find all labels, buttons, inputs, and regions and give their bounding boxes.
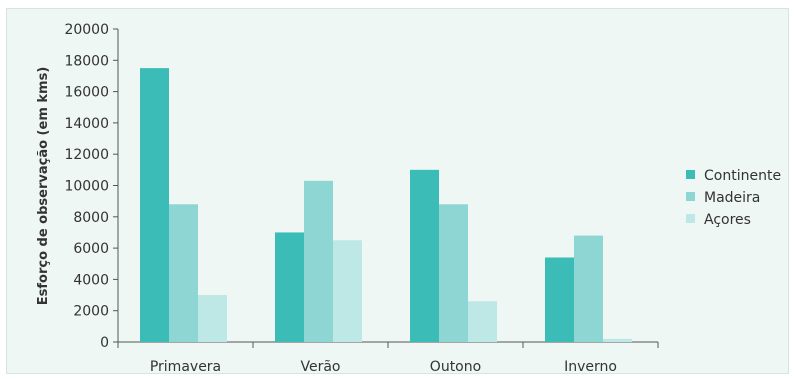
bar-madeira-primavera: [169, 204, 198, 342]
y-tick-label: 10000: [64, 179, 109, 195]
y-tick-label: 20000: [64, 22, 109, 38]
legend-label: Açores: [704, 212, 751, 228]
bar-a-ores-inverno: [603, 338, 632, 342]
legend-label: Madeira: [704, 190, 760, 206]
legend-swatch: [686, 192, 695, 201]
legend-swatch: [686, 170, 695, 179]
bar-a-ores-outono: [468, 301, 497, 342]
bar-a-ores-ver-o: [333, 240, 362, 342]
x-tick-label: Outono: [430, 359, 481, 375]
bar-continente-ver-o: [275, 232, 304, 342]
y-tick-label: 4000: [73, 272, 109, 288]
y-axis-title: Esforço de observação (em kms): [36, 67, 51, 306]
x-tick-label: Inverno: [564, 359, 617, 375]
x-tick-label: Verão: [300, 359, 340, 375]
x-axis: Primavera Verão Outono Inverno: [117, 341, 659, 375]
y-tick-label: 12000: [64, 147, 109, 163]
bar-continente-primavera: [140, 68, 169, 342]
bar-continente-inverno: [545, 257, 574, 342]
bar-madeira-outono: [439, 204, 468, 342]
legend-label: Continente: [704, 168, 781, 184]
x-tick-label: Primavera: [150, 359, 221, 375]
bar-madeira-ver-o: [304, 180, 333, 342]
bar-a-ores-primavera: [198, 295, 227, 342]
y-tick-label: 14000: [64, 116, 109, 132]
y-tick-label: 0: [100, 335, 109, 351]
y-tick-label: 6000: [73, 241, 109, 257]
chart-background: [6, 8, 789, 374]
bar-continente-outono: [410, 169, 439, 342]
bar-madeira-inverno: [574, 235, 603, 342]
y-tick-label: 18000: [64, 53, 109, 69]
legend-swatch: [686, 214, 695, 223]
legend: Continente Madeira Açores: [686, 168, 781, 228]
bars: [140, 68, 632, 342]
y-axis: 0 2000 4000 6000 8000 10000 12000 14000 16000 180…: [64, 22, 119, 351]
y-tick-label: 8000: [73, 210, 109, 226]
y-tick-label: 16000: [64, 85, 109, 101]
y-tick-label: 2000: [73, 304, 109, 320]
